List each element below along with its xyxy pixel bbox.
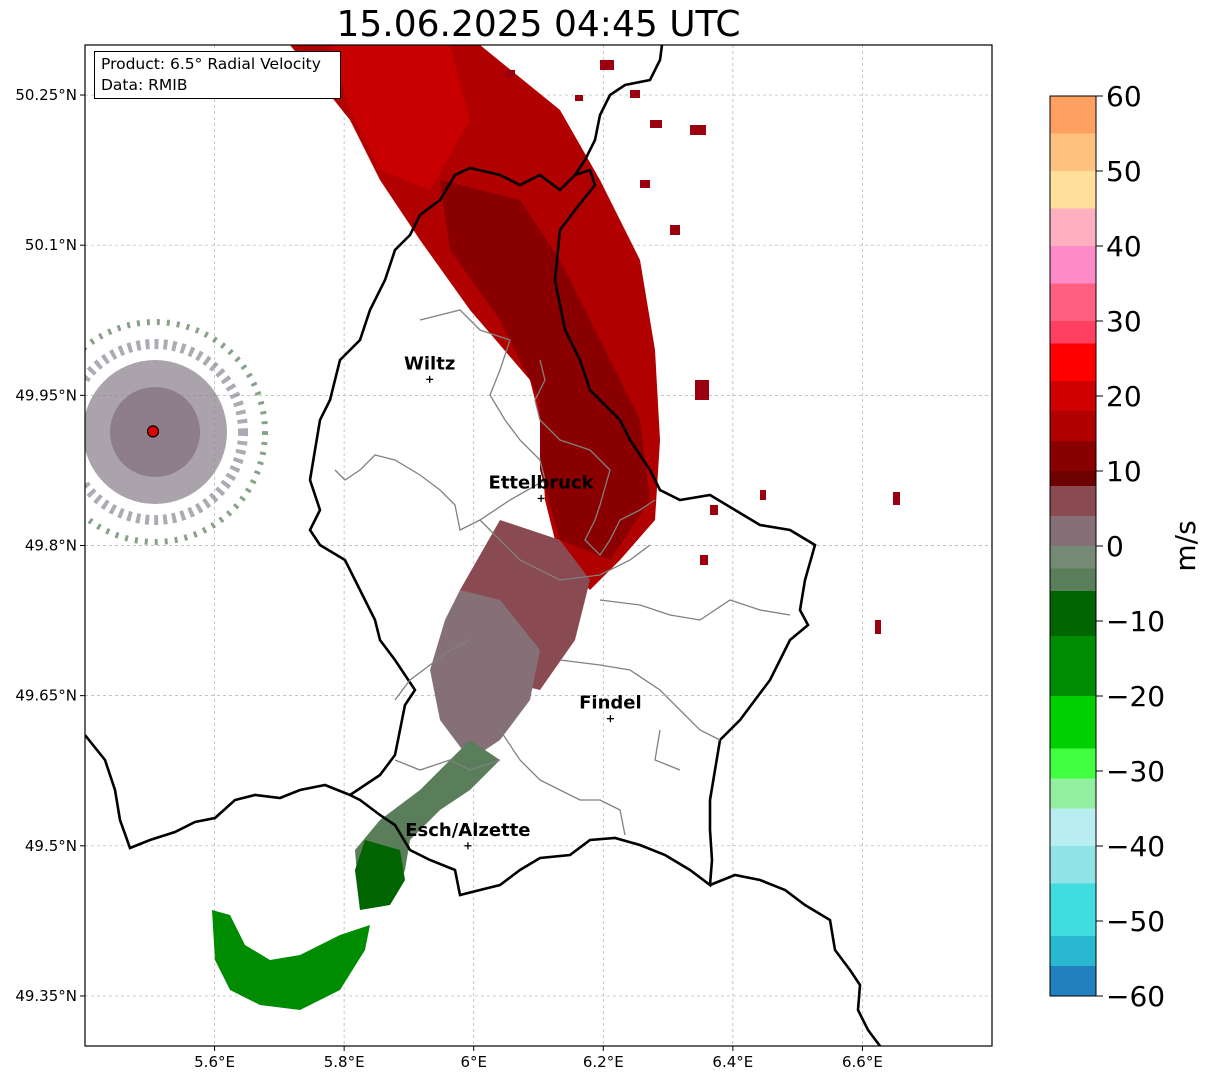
city-markers: Wiltz Ettelbruck Findel Esch/Alzette — [146, 353, 642, 850]
colorbar-segment — [1050, 283, 1096, 322]
colorbar-tick-label: −10 — [1106, 605, 1165, 638]
colorbar-segment — [1050, 748, 1096, 779]
colorbar-segment — [1050, 133, 1096, 172]
colorbar-tick-label: 50 — [1106, 155, 1142, 188]
france-belgium-border — [85, 734, 351, 850]
echo-grey-zone — [430, 590, 540, 760]
echo-crimson-north — [330, 45, 470, 190]
colorbar-tick-label: −40 — [1106, 830, 1165, 863]
colorbar-segment — [1050, 846, 1096, 884]
city-label: Ettelbruck — [489, 472, 595, 493]
colorbar-tick-label: −20 — [1106, 680, 1165, 713]
colorbar-segment — [1050, 441, 1096, 472]
colorbar-segment — [1050, 381, 1096, 412]
colorbar-tick-label: 40 — [1106, 230, 1142, 263]
axis-ticks: 5.6°E 5.8°E 6°E 6.2°E 6.4°E 6.6°E 50.25°N 50.1°… — [15, 86, 883, 1071]
product-info-box: Product: 6.5° Radial Velocity Data: RMIB — [94, 51, 341, 99]
colorbar-tick-label: 10 — [1106, 455, 1142, 488]
colorbar-segment — [1050, 321, 1096, 344]
lon-tick-label: 6°E — [460, 1053, 487, 1071]
colorbar-tick-label: −60 — [1106, 980, 1165, 1013]
colorbar-segment — [1050, 966, 1096, 997]
colorbar-segment — [1050, 936, 1096, 967]
map-title: 15.06.2025 04:45 UTC — [336, 4, 741, 45]
canton-boundaries — [334, 309, 791, 836]
city-label: Wiltz — [404, 353, 455, 374]
belgium-germany-border — [573, 45, 664, 176]
colorbar-segment — [1050, 486, 1096, 517]
colorbar-segment — [1050, 96, 1096, 134]
colorbar-tick-label: 30 — [1106, 305, 1142, 338]
lat-tick-label: 49.95°N — [15, 386, 77, 404]
colorbar-segment — [1050, 883, 1096, 937]
data-source-label: Data: RMIB — [101, 76, 188, 94]
lon-tick-label: 6.6°E — [842, 1053, 883, 1071]
echo-dark-red-core — [440, 180, 650, 560]
colorbar-segment — [1050, 778, 1096, 809]
product-label: Product: 6.5° Radial Velocity — [101, 55, 321, 73]
colorbar-tick-label: 60 — [1106, 80, 1142, 113]
colorbar-segment — [1050, 246, 1096, 284]
colorbar-tick-label: 0 — [1106, 530, 1124, 563]
france-germany-border — [709, 873, 882, 1046]
colorbar-tick-label: 20 — [1106, 380, 1142, 413]
echo-green-arc — [212, 910, 370, 1010]
lat-tick-label: 49.35°N — [15, 987, 77, 1005]
echo-speckles-east — [505, 60, 900, 634]
lon-tick-label: 5.8°E — [324, 1053, 365, 1071]
colorbar-segment — [1050, 208, 1096, 247]
colorbar: 60 50 40 30 20 10 0 −10 −20 −30 −40 −50 −60 m/s — [1049, 80, 1202, 1013]
colorbar-segment — [1050, 171, 1096, 209]
lat-tick-label: 49.8°N — [25, 537, 77, 555]
colorbar-segment — [1050, 636, 1096, 697]
echo-dark-green — [355, 840, 405, 910]
colorbar-segment — [1050, 546, 1096, 569]
colorbar-segment — [1050, 471, 1096, 487]
colorbar-segment — [1050, 591, 1096, 637]
lat-tick-label: 50.1°N — [25, 236, 77, 254]
colorbar-tick-label: −30 — [1106, 755, 1165, 788]
colorbar-tick-label: −50 — [1106, 905, 1165, 938]
luxembourg-border — [308, 166, 817, 897]
lat-tick-label: 49.65°N — [15, 687, 77, 705]
colorbar-unit-label: m/s — [1169, 520, 1202, 571]
colorbar-segment — [1050, 696, 1096, 749]
radar-site-marker — [146, 425, 160, 438]
colorbar-segment — [1050, 568, 1096, 592]
borders — [85, 45, 882, 1046]
colorbar-segment — [1050, 516, 1096, 547]
lon-tick-label: 5.6°E — [194, 1053, 235, 1071]
colorbar-segment — [1050, 411, 1096, 442]
lat-tick-label: 50.25°N — [15, 86, 77, 104]
lon-tick-label: 6.4°E — [712, 1053, 753, 1071]
lat-tick-label: 49.5°N — [25, 837, 77, 855]
colorbar-segment — [1050, 808, 1096, 847]
city-label: Esch/Alzette — [405, 820, 530, 841]
city-label: Findel — [579, 693, 642, 714]
lon-tick-label: 6.2°E — [583, 1053, 624, 1071]
colorbar-segment — [1050, 343, 1096, 382]
